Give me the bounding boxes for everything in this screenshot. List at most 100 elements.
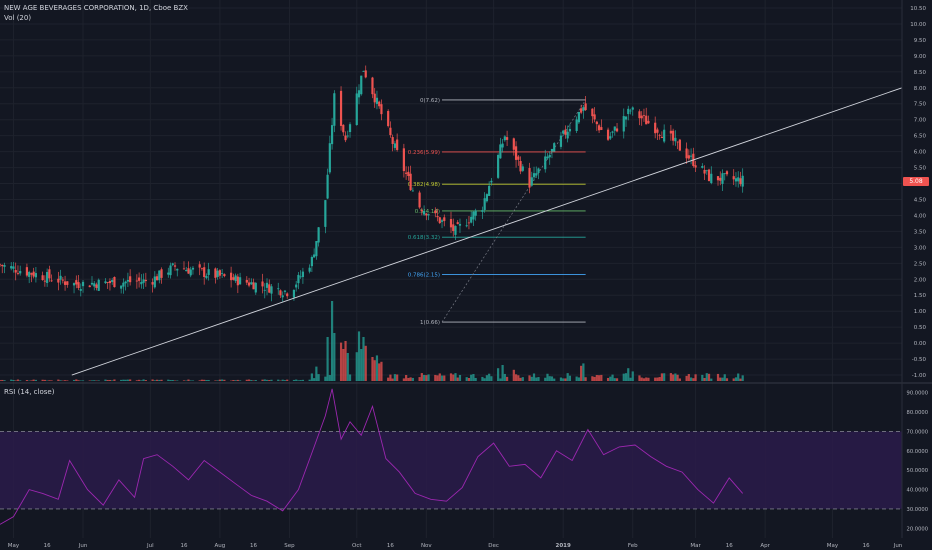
volume-bar <box>562 378 565 381</box>
volume-bar <box>553 378 556 381</box>
candle-body <box>230 272 233 281</box>
volume-bar <box>613 378 616 381</box>
candle-body <box>411 190 414 192</box>
candle-body <box>373 93 376 103</box>
volume-bar <box>221 379 224 381</box>
candle-body <box>517 156 520 160</box>
volume-bar <box>474 377 477 381</box>
candle-body <box>535 173 538 176</box>
candle-body <box>701 166 704 168</box>
candle-body <box>562 130 565 134</box>
candle-body <box>629 110 632 112</box>
volume-bar <box>452 374 455 381</box>
candle-body <box>173 265 177 267</box>
candle-body <box>721 173 724 184</box>
candle-body <box>234 275 237 282</box>
price-tick-label: 8.50 <box>914 70 927 76</box>
volume-bar <box>41 379 44 381</box>
candle-body <box>544 156 547 170</box>
candle-body <box>443 217 446 222</box>
time-tick-label: Jul <box>146 543 154 549</box>
candle-body <box>106 282 109 283</box>
candle-body <box>465 225 468 227</box>
candle-body <box>301 271 305 278</box>
volume-bar <box>674 373 677 381</box>
candle-body <box>25 267 29 276</box>
volume-bar <box>59 380 62 381</box>
volume-bar <box>122 379 125 381</box>
candle-body <box>678 139 681 151</box>
price-tick-label: 6.50 <box>914 134 927 140</box>
candle-body <box>205 275 208 279</box>
candle-body <box>176 268 179 271</box>
time-tick-label: 16 <box>863 543 870 549</box>
volume-bar <box>396 374 399 381</box>
rsi-axis: 90.0000 80.0000 70.0000 60.0000 50.0000 40.00… <box>907 391 928 533</box>
volume-bar <box>503 373 506 381</box>
candle-body <box>263 289 266 291</box>
volume-bar <box>595 375 598 381</box>
candle-body <box>153 276 156 288</box>
candle-body <box>14 270 17 273</box>
candle-body <box>687 155 690 159</box>
candle-body <box>716 176 720 181</box>
volume-bar <box>144 380 147 381</box>
volume-bar <box>120 379 123 381</box>
rsi-band-fill <box>0 431 902 509</box>
volume-bar <box>458 374 462 381</box>
candle-body <box>317 227 320 243</box>
volume-bar <box>234 380 237 381</box>
candle-body <box>207 269 210 275</box>
rsi-series-line <box>0 388 744 525</box>
volume-bar <box>268 380 271 381</box>
candle-body <box>647 120 650 124</box>
trendline[interactable] <box>71 87 903 376</box>
candle-body <box>490 180 493 183</box>
volume-bar <box>169 380 172 381</box>
candle-body <box>638 111 641 119</box>
volume-bar <box>375 355 379 381</box>
volume-bar <box>281 379 284 381</box>
volume-bar <box>126 379 129 381</box>
volume-bar <box>16 379 20 381</box>
volume-bar <box>716 373 720 381</box>
candle-body <box>405 172 408 174</box>
candle-body <box>503 136 506 141</box>
candle-body <box>155 276 159 281</box>
volume-bar <box>339 342 343 381</box>
candle-body <box>167 272 170 275</box>
volume-bar <box>187 379 190 381</box>
volume-bar <box>640 377 643 381</box>
fib-level-label: 0.382(4.98) <box>408 182 440 188</box>
candle-body <box>221 273 224 274</box>
candle-body <box>512 138 515 150</box>
volume-bar <box>512 369 515 381</box>
candle-body <box>387 111 390 127</box>
volume-bar <box>12 379 15 381</box>
candle-body <box>104 281 107 284</box>
volume-bar <box>584 377 587 381</box>
volume-bar <box>308 379 311 381</box>
candle-body <box>689 155 693 157</box>
candle-body <box>407 171 410 177</box>
volume-bar <box>481 376 484 381</box>
volume-bar <box>346 353 349 381</box>
candle-body <box>420 210 423 212</box>
candle-body <box>703 169 706 174</box>
candle-body <box>519 161 522 172</box>
candle-body <box>313 254 316 258</box>
price-tick-label: -1.00 <box>912 373 927 379</box>
fib-level-label: 0.5(4.14) <box>415 209 440 215</box>
candle-body <box>348 124 352 133</box>
candle-body <box>328 143 331 173</box>
volume-bar <box>663 373 666 381</box>
volume-bar <box>501 365 504 381</box>
volume-bar <box>0 380 2 381</box>
price-tick-label: 7.00 <box>914 118 927 124</box>
candle-body <box>532 173 536 178</box>
volume-bar <box>418 377 421 381</box>
volume-bar <box>689 377 693 381</box>
candle-body <box>171 263 174 265</box>
candle-body <box>669 130 672 134</box>
candle-body <box>200 268 204 270</box>
